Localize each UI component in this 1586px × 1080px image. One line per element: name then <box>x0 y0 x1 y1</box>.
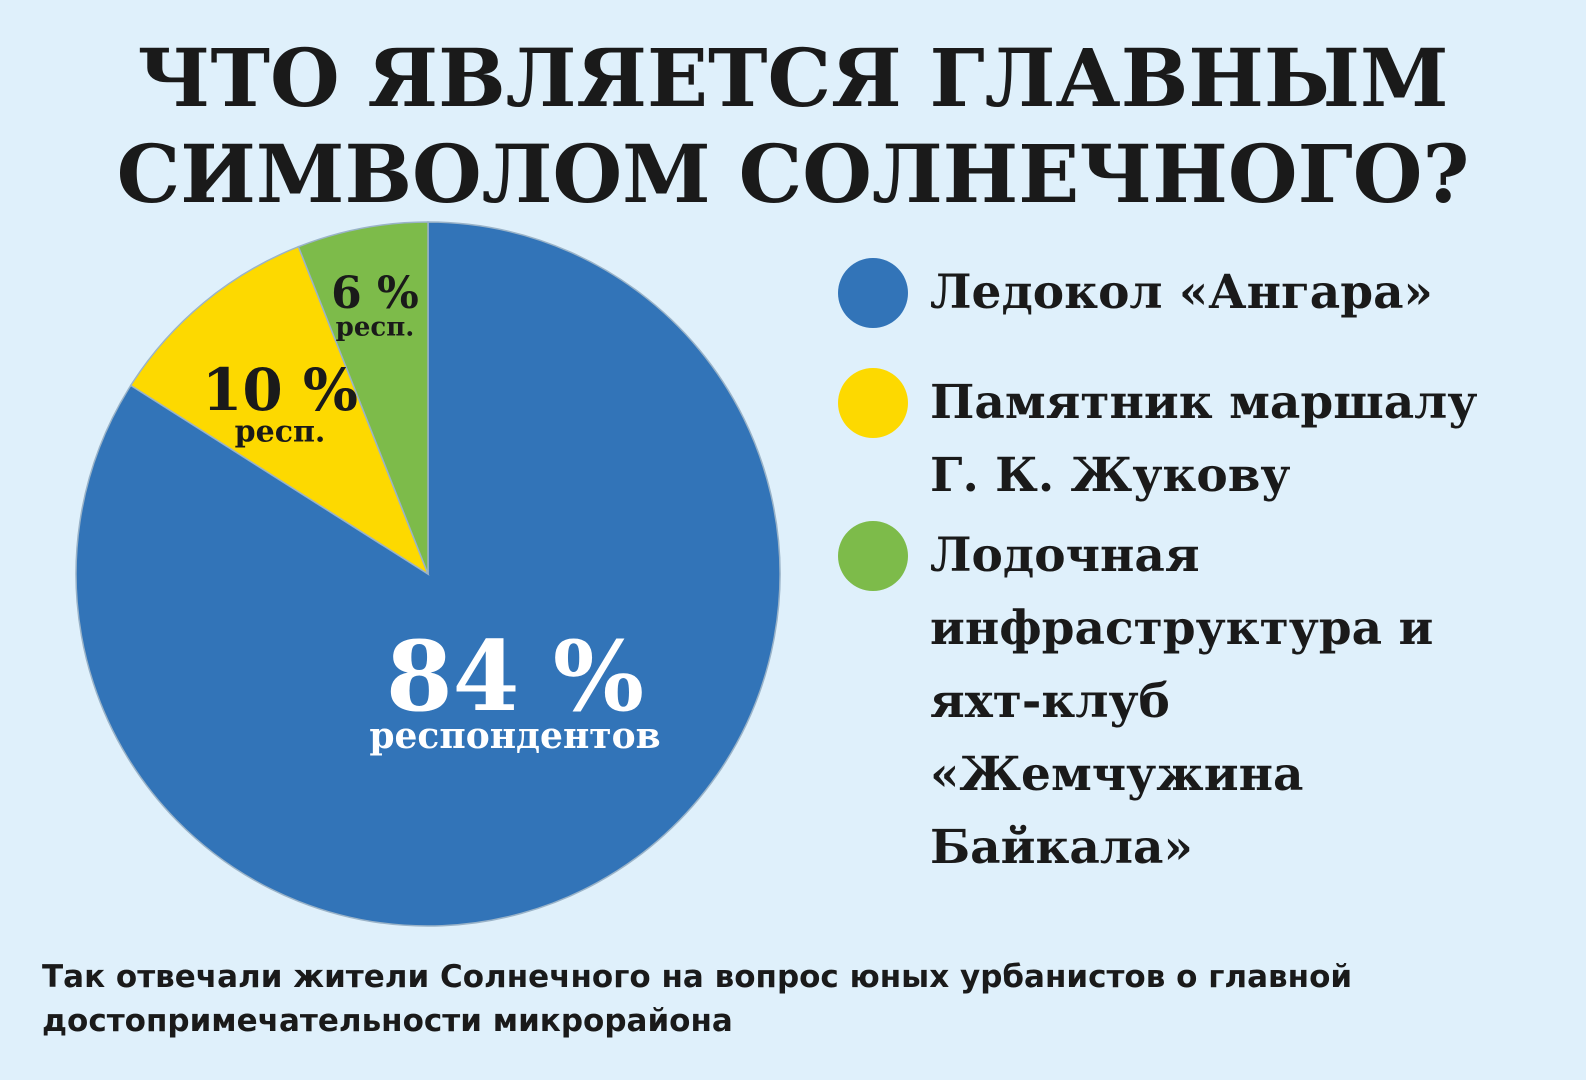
legend-marker <box>838 521 908 591</box>
value-label: 10 % <box>202 356 358 424</box>
footnote: Так отвечали жители Солнечного на вопрос… <box>42 959 1353 1039</box>
legend-label: Ледокол «Ангара» <box>930 265 1433 320</box>
value-label: 6 % <box>331 268 419 319</box>
chart-title: ЧТО ЯВЛЯЕТСЯ ГЛАВНЫМ СИМВОЛОМ СОЛНЕЧНОГО… <box>116 31 1470 221</box>
value-note: респ. <box>336 312 415 342</box>
value-note: респондентов <box>369 715 660 757</box>
value-note: респ. <box>235 415 326 450</box>
legend-marker <box>838 258 908 328</box>
pie-slice <box>297 221 429 575</box>
pie-slice <box>129 245 430 576</box>
value-label: 84 % <box>386 620 644 733</box>
legend-label: Лодочная инфраструктура и яхт-клуб «Жемч… <box>930 528 1434 875</box>
legend-marker <box>838 368 908 438</box>
legend-label: Памятник маршалу Г. К. Жукову <box>930 375 1478 503</box>
